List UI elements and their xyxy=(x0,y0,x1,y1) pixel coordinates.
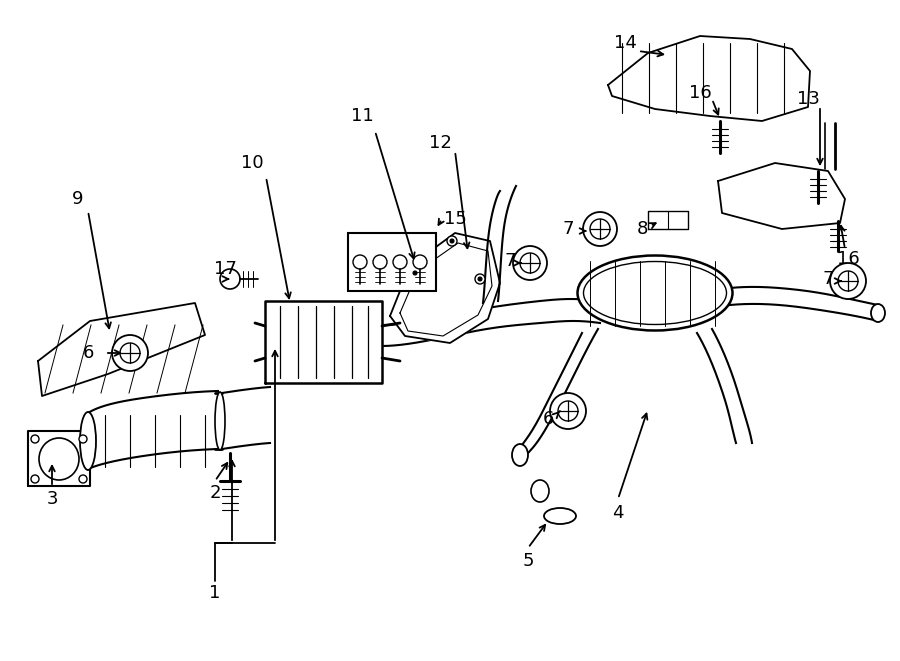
Circle shape xyxy=(583,212,617,246)
Ellipse shape xyxy=(39,438,79,480)
Text: 15: 15 xyxy=(444,210,466,228)
Polygon shape xyxy=(28,431,90,486)
Text: 6: 6 xyxy=(82,344,94,362)
Polygon shape xyxy=(730,287,878,321)
Text: 7: 7 xyxy=(504,252,516,270)
Polygon shape xyxy=(222,387,270,449)
Circle shape xyxy=(393,255,407,269)
Circle shape xyxy=(353,255,367,269)
Text: 9: 9 xyxy=(72,190,84,208)
Ellipse shape xyxy=(215,392,225,450)
Polygon shape xyxy=(600,299,610,313)
Text: 3: 3 xyxy=(46,490,58,508)
Circle shape xyxy=(413,271,417,275)
Text: 6: 6 xyxy=(543,410,553,428)
Circle shape xyxy=(410,268,420,278)
Text: 14: 14 xyxy=(614,34,636,52)
Circle shape xyxy=(120,343,140,363)
Bar xyxy=(348,233,436,291)
Text: 13: 13 xyxy=(796,90,819,108)
Polygon shape xyxy=(390,233,500,343)
Text: 2: 2 xyxy=(209,484,220,502)
Circle shape xyxy=(590,219,610,239)
Circle shape xyxy=(220,269,240,289)
Text: 5: 5 xyxy=(522,552,534,570)
Circle shape xyxy=(112,335,148,371)
Ellipse shape xyxy=(583,262,726,325)
Polygon shape xyxy=(88,391,218,469)
Circle shape xyxy=(79,475,87,483)
Polygon shape xyxy=(608,36,810,121)
Circle shape xyxy=(413,255,427,269)
Circle shape xyxy=(558,401,578,421)
Text: 4: 4 xyxy=(612,504,624,522)
Polygon shape xyxy=(513,329,598,457)
Circle shape xyxy=(478,277,482,281)
Polygon shape xyxy=(697,329,752,443)
Circle shape xyxy=(450,239,454,243)
Text: 11: 11 xyxy=(351,107,374,125)
Polygon shape xyxy=(382,299,600,346)
Ellipse shape xyxy=(80,412,96,470)
Ellipse shape xyxy=(531,480,549,502)
Circle shape xyxy=(373,255,387,269)
Ellipse shape xyxy=(512,444,528,466)
Ellipse shape xyxy=(871,304,885,322)
Circle shape xyxy=(475,274,485,284)
Text: 1: 1 xyxy=(210,584,220,602)
Text: 10: 10 xyxy=(240,154,264,172)
Polygon shape xyxy=(718,163,845,229)
Circle shape xyxy=(830,263,866,299)
Text: 7: 7 xyxy=(562,220,574,238)
Text: 17: 17 xyxy=(213,260,237,278)
Circle shape xyxy=(31,435,39,443)
Circle shape xyxy=(550,393,586,429)
Circle shape xyxy=(520,253,540,273)
Circle shape xyxy=(79,435,87,443)
Text: 8: 8 xyxy=(636,220,648,238)
Ellipse shape xyxy=(544,508,576,524)
Circle shape xyxy=(31,475,39,483)
Ellipse shape xyxy=(578,256,733,330)
Circle shape xyxy=(447,236,457,246)
Text: 16: 16 xyxy=(837,250,859,268)
Polygon shape xyxy=(648,211,688,229)
Polygon shape xyxy=(38,303,205,396)
Text: 12: 12 xyxy=(428,134,452,152)
Circle shape xyxy=(513,246,547,280)
Polygon shape xyxy=(265,301,382,383)
Circle shape xyxy=(838,271,858,291)
Text: 16: 16 xyxy=(688,84,711,102)
Text: 7: 7 xyxy=(823,270,833,288)
